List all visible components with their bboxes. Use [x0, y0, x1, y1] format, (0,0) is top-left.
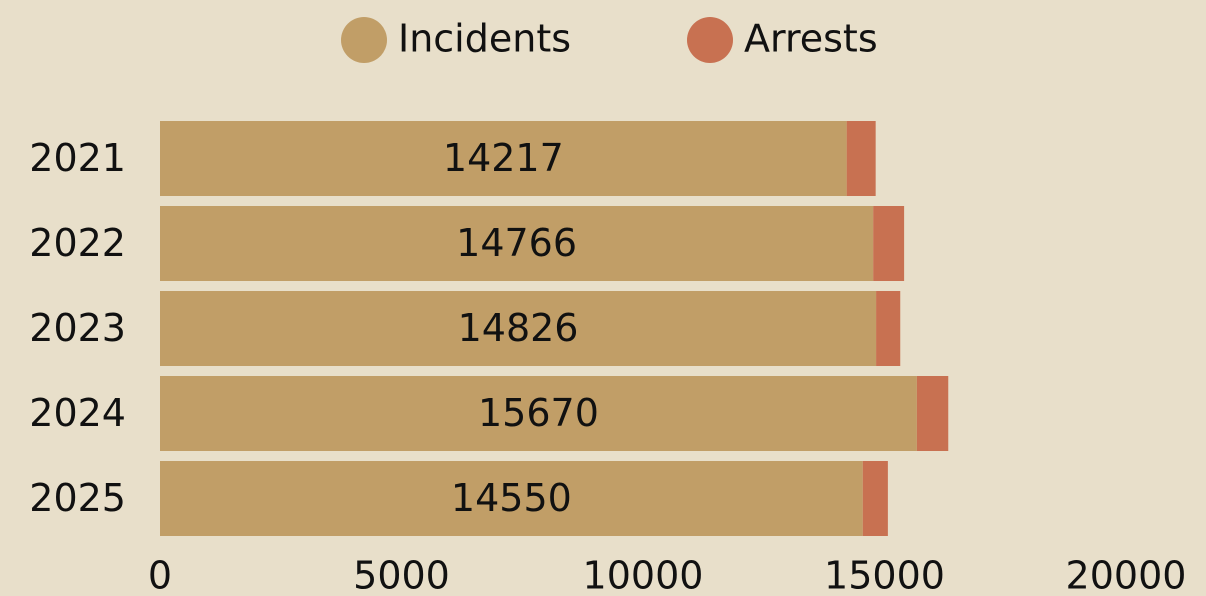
y-tick-label: 2025	[29, 476, 126, 520]
x-tick-label: 10000	[583, 554, 704, 596]
bar	[916, 376, 949, 451]
legend-label: Arrests	[744, 17, 878, 61]
y-tick-label: 2021	[29, 136, 126, 180]
bar	[862, 461, 888, 536]
bar	[846, 121, 876, 196]
data-label: 15670	[478, 391, 599, 435]
bar	[160, 376, 917, 451]
data-label: 14766	[456, 221, 577, 265]
legend-swatch	[341, 17, 387, 63]
data-label: 14550	[451, 476, 572, 520]
bar	[873, 206, 905, 281]
y-tick-label: 2023	[29, 306, 126, 350]
legend-label: Incidents	[398, 17, 571, 61]
bar	[160, 206, 874, 281]
y-tick-label: 2022	[29, 221, 126, 265]
x-tick-label: 15000	[824, 554, 945, 596]
bar	[160, 291, 877, 366]
data-label: 14826	[458, 306, 579, 350]
bar	[160, 461, 863, 536]
y-tick-label: 2024	[29, 391, 126, 435]
bar	[160, 121, 847, 196]
x-tick-label: 5000	[353, 554, 450, 596]
x-tick-label: 0	[148, 554, 172, 596]
bar	[876, 291, 901, 366]
x-tick-label: 20000	[1066, 554, 1187, 596]
data-label: 14217	[443, 136, 564, 180]
legend-swatch	[687, 17, 733, 63]
